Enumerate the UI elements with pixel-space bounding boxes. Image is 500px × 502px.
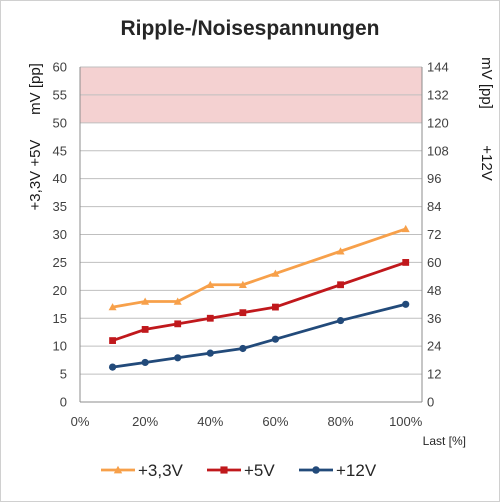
legend: +3,3V +5V +12V [101, 461, 377, 480]
data-point [336, 316, 345, 325]
left-tick-label: 40 [53, 171, 67, 186]
data-point [174, 320, 182, 328]
x-tick-label: 40% [197, 414, 223, 429]
right-tick-label: 0 [427, 395, 434, 410]
series-line [112, 227, 407, 309]
data-point [174, 354, 182, 362]
x-tick-label: 0% [71, 414, 90, 429]
data-point [239, 309, 247, 317]
right-tick-label: 24 [427, 339, 441, 354]
chart-title: Ripple-/Noisespannungen [120, 17, 379, 40]
legend-label: +3,3V [138, 461, 184, 480]
right-tick-label: 72 [427, 227, 441, 242]
right-tick-label: 132 [427, 87, 449, 102]
right-tick-label: 60 [427, 255, 441, 270]
data-point [206, 349, 214, 357]
series-group [108, 224, 410, 371]
left-tick-label: 55 [53, 87, 67, 102]
data-point [206, 280, 215, 288]
x-tick-label: 20% [132, 414, 158, 429]
data-point [108, 363, 117, 371]
data-point [336, 247, 345, 255]
x-tick-label: 80% [328, 414, 354, 429]
data-point [239, 344, 247, 353]
series-line [112, 302, 407, 369]
data-point [109, 337, 116, 344]
x-axis-label: Last [%] [423, 434, 466, 448]
right-tick-label: 144 [427, 60, 449, 75]
right-axis-label-rail: +12V [478, 145, 495, 180]
right-tick-label: 36 [427, 311, 441, 326]
left-tick-label: 5 [60, 367, 67, 382]
data-point [272, 303, 279, 311]
x-axis-ticks: 0% 20% 40% 60% 80% 100% [71, 414, 423, 429]
left-tick-label: 15 [53, 311, 67, 326]
data-point [108, 303, 117, 311]
data-point [141, 297, 150, 305]
right-tick-label: 12 [427, 367, 441, 382]
legend-marker [312, 466, 320, 474]
left-axis-ticks: 0 5 10 15 20 25 30 35 40 45 50 55 60 [53, 60, 67, 410]
data-point [141, 358, 149, 367]
left-tick-label: 45 [53, 143, 67, 158]
left-axis-label-unit: mV [pp] [27, 63, 44, 115]
left-tick-label: 20 [53, 283, 67, 298]
right-tick-label: 48 [427, 283, 441, 298]
left-tick-label: 50 [53, 115, 67, 130]
legend-label: +12V [336, 461, 377, 480]
axes [79, 67, 423, 403]
series-line [112, 261, 407, 342]
data-point [401, 224, 410, 233]
right-tick-label: 108 [427, 143, 449, 158]
data-point [238, 280, 247, 288]
data-point [402, 300, 410, 308]
left-tick-label: 30 [53, 227, 67, 242]
left-tick-label: 60 [53, 60, 67, 75]
data-point [141, 326, 149, 333]
left-tick-label: 0 [60, 395, 67, 410]
x-tick-label: 60% [262, 414, 288, 429]
data-point [402, 259, 410, 266]
legend-marker [220, 466, 228, 474]
left-tick-label: 25 [53, 255, 67, 270]
right-axis-ticks: 0 12 24 36 48 60 72 84 96 108 120 132 144 [427, 60, 449, 410]
data-point [271, 335, 280, 343]
data-point [337, 281, 344, 289]
left-tick-label: 10 [53, 339, 67, 354]
data-point [206, 314, 214, 322]
legend-label: +5V [244, 461, 275, 480]
x-tick-label: 100% [389, 414, 423, 429]
data-point [271, 269, 280, 277]
legend-marker [113, 465, 123, 474]
left-axis-label-rails: +3,3V +5V [27, 140, 44, 211]
left-tick-label: 35 [53, 199, 67, 214]
right-axis-label-unit: mV [pp] [478, 57, 495, 109]
right-tick-label: 96 [427, 171, 441, 186]
data-point [173, 297, 182, 305]
right-tick-label: 120 [427, 115, 449, 130]
right-tick-label: 84 [427, 199, 441, 214]
